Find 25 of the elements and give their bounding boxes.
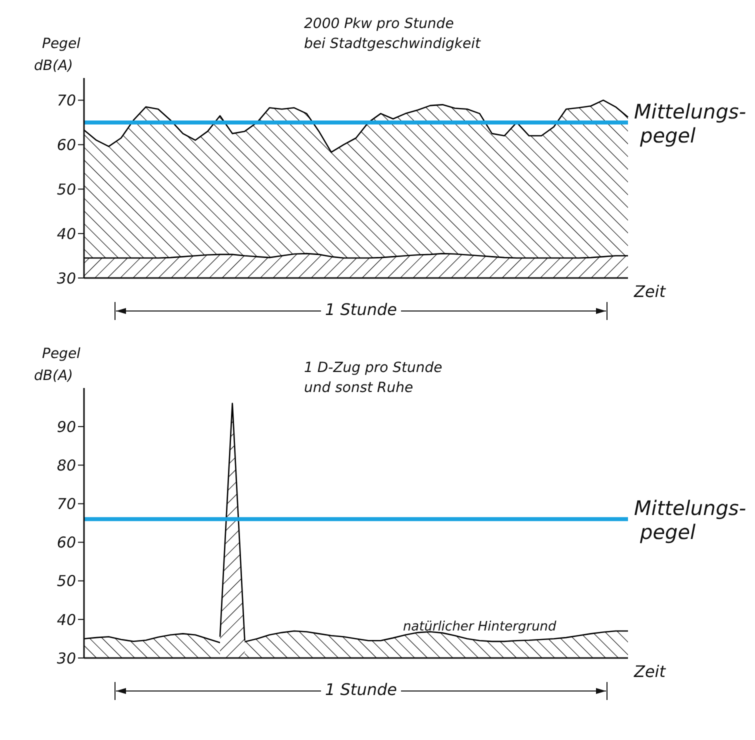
y-tick-label: 70: [56, 495, 76, 514]
x-axis-title: Zeit: [634, 282, 666, 301]
y-tick-label: 30: [56, 649, 76, 668]
y-tick-label: 60: [56, 136, 76, 154]
y-tick-label: 40: [56, 224, 76, 243]
x-axis-title: Zeit: [634, 662, 666, 681]
series-label: natürlicher Hintergrund: [402, 620, 558, 635]
y-axis-title: Pegel dB(A): [34, 35, 80, 76]
y-tick-label: 80: [56, 456, 76, 474]
y-tick-label: 50: [56, 180, 76, 198]
ref-line-label: Mittelungs-pegel: [634, 496, 746, 544]
chart-subtitle: und sonst Ruhe: [304, 379, 414, 398]
y-tick-label: 60: [56, 534, 76, 552]
text: 1 Stunde: [321, 680, 401, 699]
y-tick-label: 50: [56, 572, 76, 590]
y-tick-label: 30: [56, 269, 76, 288]
y-tick-label: 40: [56, 610, 76, 629]
y-tick-label: 70: [56, 92, 76, 110]
chart-subtitle: bei Stadtgeschwindigkeit: [304, 35, 481, 54]
y-axis-title: Pegel dB(A): [34, 345, 80, 386]
ref-line-label: Mittelungs-pegel: [634, 99, 746, 148]
chart-title: 2000 Pkw pro Stunde: [304, 15, 455, 34]
text: 1 Stunde: [321, 300, 401, 319]
chart-title: 1 D-Zug pro Stunde: [304, 359, 442, 378]
y-tick-label: 90: [56, 418, 76, 436]
